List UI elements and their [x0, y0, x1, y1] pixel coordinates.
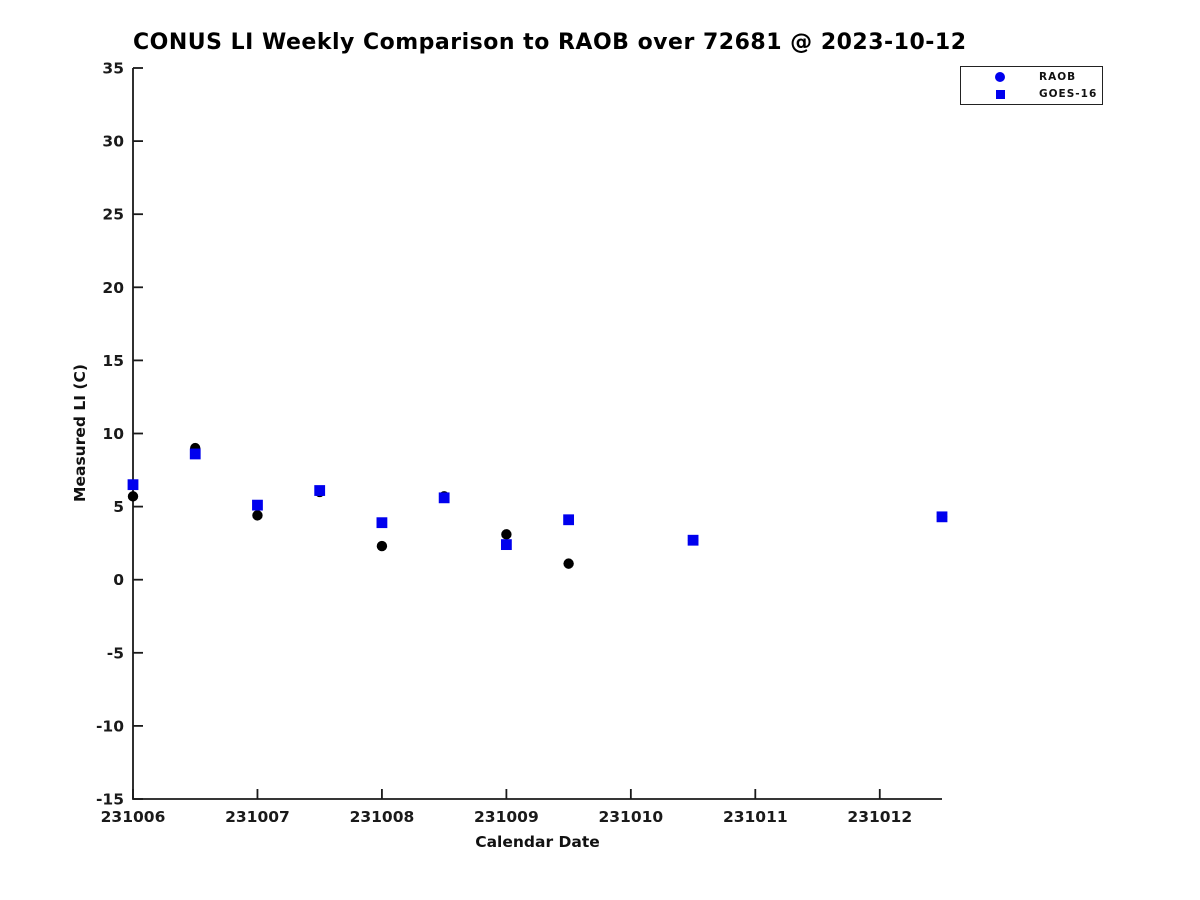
- RAOB-marker: [563, 558, 574, 569]
- y-axis-label: Measured LI (C): [71, 364, 89, 502]
- GOES-16-marker: [687, 534, 699, 546]
- RAOB-marker: [376, 540, 388, 552]
- RAOB-marker: [252, 510, 263, 521]
- GOES-16-marker: [936, 511, 948, 523]
- x-tick-label: 231006: [101, 808, 166, 826]
- legend-label-goes16: GOES-16: [1039, 88, 1098, 101]
- GOES-16-marker: [314, 485, 326, 496]
- y-tick-label: -10: [96, 717, 124, 735]
- GOES-16-marker: [500, 539, 512, 551]
- x-tick-label: 231009: [474, 808, 539, 826]
- y-tick-label: 30: [102, 133, 124, 151]
- y-tick-label: 0: [113, 571, 124, 589]
- y-tick-label: 15: [102, 352, 124, 370]
- y-tick-label: -5: [107, 644, 124, 662]
- y-tick-label: 35: [102, 60, 124, 78]
- GOES-16-marker: [252, 499, 263, 511]
- y-tick-label: 10: [102, 425, 124, 443]
- legend-box: RAOB GOES-16: [960, 66, 1103, 105]
- RAOB-marker: [127, 491, 139, 502]
- legend-item-raob: RAOB: [961, 69, 1102, 85]
- y-tick-label: 5: [113, 498, 124, 516]
- GOES-16-marker: [376, 517, 388, 529]
- chart-title: CONUS LI Weekly Comparison to RAOB over …: [133, 30, 967, 55]
- RAOB-marker: [501, 529, 512, 540]
- x-axis-label: Calendar Date: [475, 833, 600, 851]
- legend-label-raob: RAOB: [1039, 70, 1077, 83]
- x-tick-label: 231012: [847, 808, 912, 826]
- axes: [132, 68, 942, 800]
- GOES-16-marker: [563, 514, 575, 526]
- GOES-16-marker: [127, 479, 139, 491]
- x-tick-label: 231010: [598, 808, 663, 826]
- y-tick-label: 25: [102, 206, 124, 224]
- goes16-square-icon: [995, 89, 1005, 99]
- y-tick-label: 20: [102, 279, 124, 297]
- legend-item-goes16: GOES-16: [961, 86, 1102, 102]
- GOES-16-marker: [189, 448, 201, 460]
- GOES-16-marker: [438, 492, 450, 504]
- x-tick-label: 231008: [350, 808, 415, 826]
- x-tick-label: 231007: [225, 808, 290, 826]
- y-tick-label: -15: [96, 791, 124, 809]
- raob-circle-icon: [995, 71, 1005, 82]
- x-tick-label: 231011: [723, 808, 788, 826]
